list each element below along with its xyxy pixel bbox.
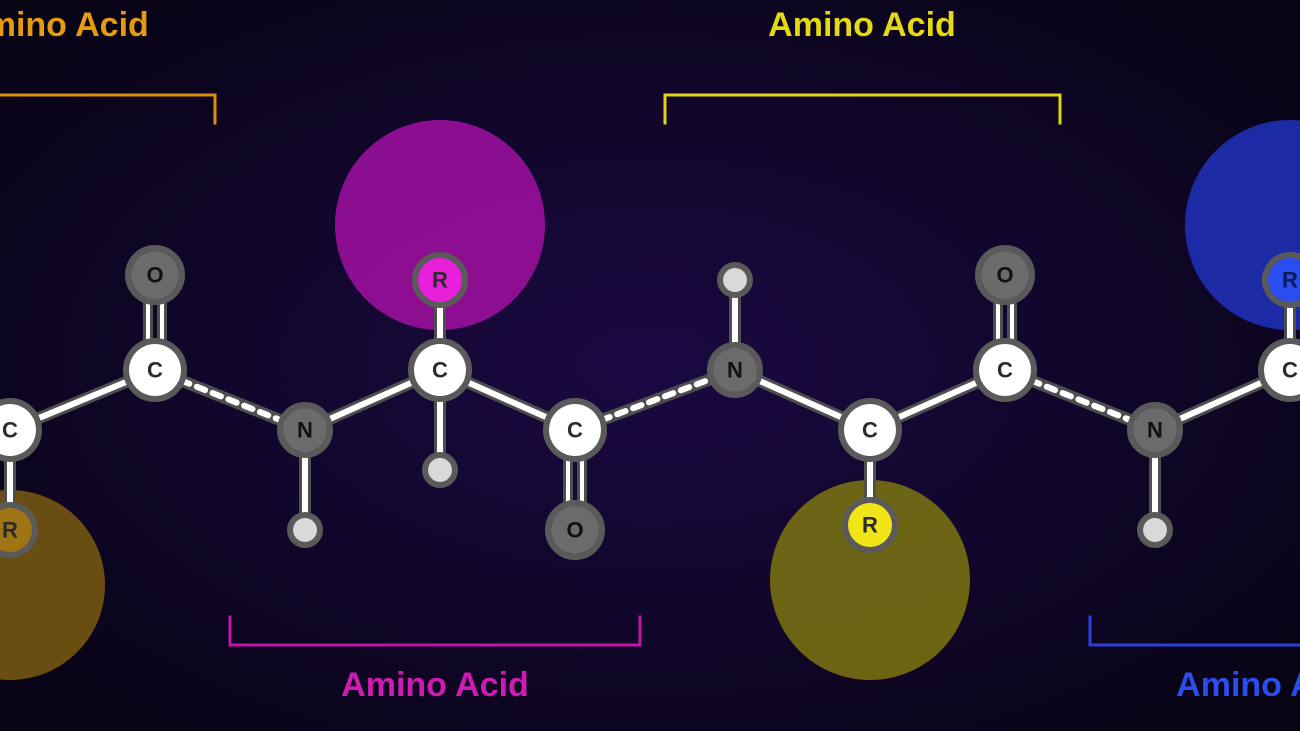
atom: O	[978, 248, 1032, 302]
atom	[425, 455, 455, 485]
atom: N	[280, 405, 330, 455]
atom-label: R	[862, 513, 878, 538]
atom: C	[546, 401, 604, 459]
atom-label: C	[2, 418, 18, 443]
atom	[1140, 515, 1170, 545]
atom-label: R	[2, 518, 18, 543]
atom: C	[411, 341, 469, 399]
atom: R	[0, 505, 35, 555]
diagram-svg: C R C O N C R C O N C R C O N C R	[0, 0, 1300, 731]
atom-label: C	[567, 418, 583, 443]
atom	[720, 265, 750, 295]
atom-label: N	[1147, 418, 1163, 443]
atom: R	[415, 255, 465, 305]
atom: C	[841, 401, 899, 459]
background	[0, 0, 1300, 731]
atom-label: N	[727, 358, 743, 383]
atom-label: R	[1282, 268, 1298, 293]
atom	[290, 515, 320, 545]
atom: C	[976, 341, 1034, 399]
atom: O	[548, 503, 602, 557]
atom: C	[126, 341, 184, 399]
atom: C	[1261, 341, 1300, 399]
atom: R	[845, 500, 895, 550]
amino-acid-label: Amino Acid	[0, 6, 149, 45]
atom-label: C	[432, 358, 448, 383]
atom: N	[1130, 405, 1180, 455]
peptide-diagram: C R C O N C R C O N C R C O N C R Amino Acid Amino Acid Ami…	[0, 0, 1300, 731]
atom: C	[0, 401, 39, 459]
atom-label: O	[996, 263, 1013, 288]
atom: R	[1265, 255, 1300, 305]
amino-acid-label: Amino Acid	[1176, 666, 1300, 705]
atom-label: N	[297, 418, 313, 443]
amino-acid-label: Amino Acid	[341, 666, 529, 705]
atom-label: C	[997, 358, 1013, 383]
atom-label: R	[432, 268, 448, 293]
atom-label: O	[566, 518, 583, 543]
atom: O	[128, 248, 182, 302]
atom: N	[710, 345, 760, 395]
atom-label: O	[146, 263, 163, 288]
atom-label: C	[862, 418, 878, 443]
amino-acid-label: Amino Acid	[768, 6, 956, 45]
atom-label: C	[1282, 358, 1298, 383]
atom-label: C	[147, 358, 163, 383]
